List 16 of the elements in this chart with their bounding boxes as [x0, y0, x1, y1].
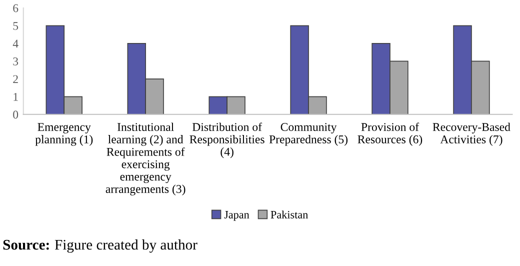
y-tick-label: 0 [13, 110, 18, 119]
y-tick-label: 5 [13, 22, 18, 30]
source-note: Source: Figure created by author [3, 239, 198, 253]
y-tick-label: 6 [13, 4, 18, 12]
y-tick-label: 4 [12, 40, 18, 48]
x-tick-label: Community Preparedness (5) [269, 123, 348, 146]
y-tick-label: 2 [13, 75, 18, 84]
legend-label: Pakistan [270, 210, 308, 218]
y-tick-label: 3 [13, 57, 18, 66]
y-tick-label: 1 [14, 92, 18, 101]
x-tick-label: Provision of Resources (6) [358, 122, 422, 146]
x-tick-label: Emergency planning (1) [35, 123, 93, 146]
legend-label: Japan [224, 211, 250, 221]
x-tick-label: Distribution of Responsibilities (4) [190, 122, 264, 158]
x-tick-label: Recovery-Based Activities (7) [432, 122, 510, 146]
x-tick-label: Institutional learning (2) and Requirements of exercising emergency arrangements (3) [106, 122, 186, 196]
